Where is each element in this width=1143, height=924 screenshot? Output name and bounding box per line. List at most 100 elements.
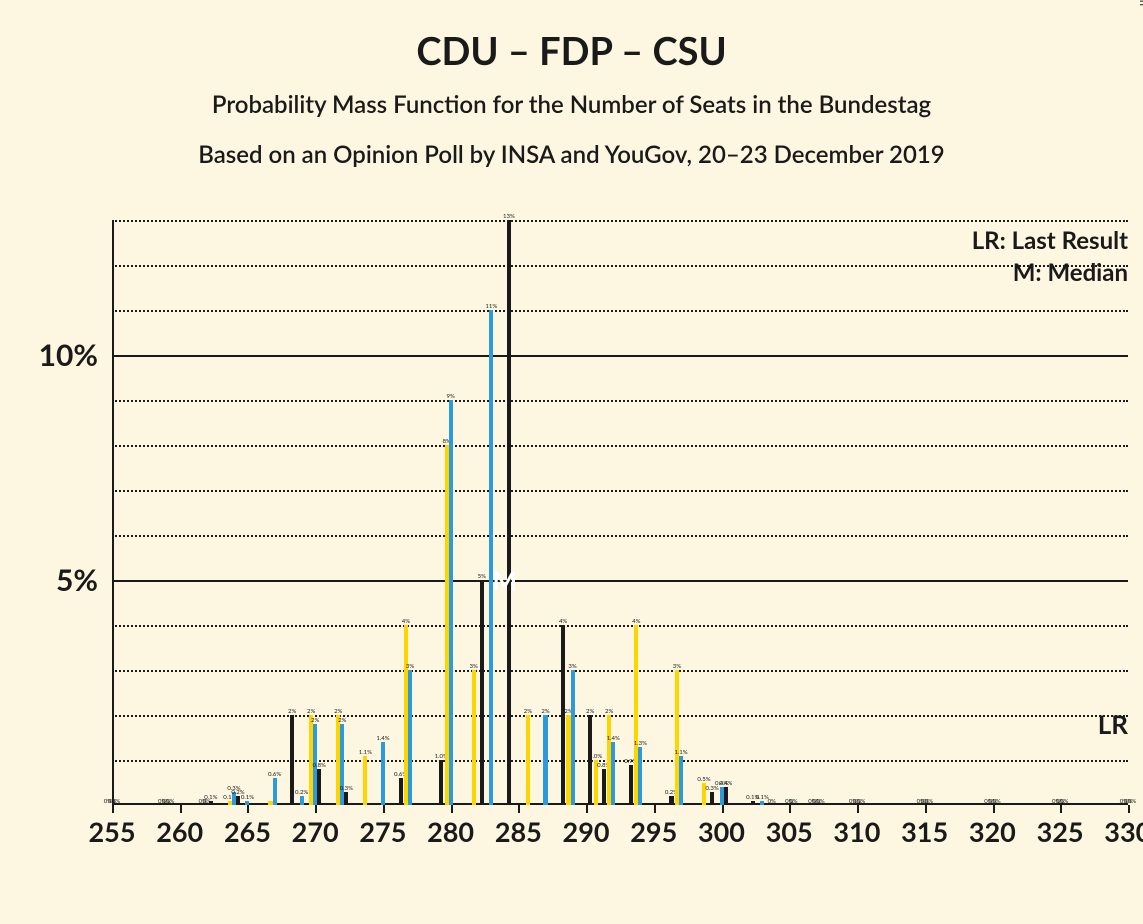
x-tick-label: 310 bbox=[823, 815, 891, 848]
plot-area: 5%10% 0%0%0%0%0%0%0%0%0.1%0.1%0.3%0.2%0.… bbox=[112, 220, 1128, 805]
x-axis-labels: 2552602652702752802852902953003053103153… bbox=[112, 815, 1128, 848]
bar-value-label: 0% bbox=[816, 798, 824, 805]
bar-series-2: 0.8% bbox=[317, 769, 321, 805]
bar-value-label: 1.1% bbox=[359, 749, 372, 756]
x-tick-label: 255 bbox=[78, 815, 146, 848]
bar-series-1: 11% bbox=[489, 310, 493, 805]
bar-series-2: 0.2% bbox=[236, 796, 240, 805]
bar-value-label: 0% bbox=[857, 798, 865, 805]
bar-value-label: 0.1% bbox=[204, 794, 217, 801]
bar-series-1: 1.4% bbox=[611, 742, 615, 805]
x-tick-label: 315 bbox=[891, 815, 959, 848]
bar-value-label: 1.0% bbox=[589, 753, 602, 760]
x-tick bbox=[383, 805, 385, 813]
x-tick-label: 260 bbox=[146, 815, 214, 848]
bar-series-1: 0.1% bbox=[245, 801, 249, 806]
bar-series-2: 1.0% bbox=[439, 760, 443, 805]
bar-value-label: 2% bbox=[334, 708, 342, 715]
bar-series-2: 0.1% bbox=[209, 801, 213, 806]
x-tick-label: 270 bbox=[281, 815, 349, 848]
x-tick bbox=[247, 805, 249, 813]
bar-series-1: 3% bbox=[571, 670, 575, 805]
x-tick-label: 280 bbox=[417, 815, 485, 848]
x-tick bbox=[993, 805, 995, 813]
x-tick bbox=[518, 805, 520, 813]
bar-series-0: 2% bbox=[526, 715, 530, 805]
bar-value-label: 1.4% bbox=[376, 735, 389, 742]
bar-value-label: 5% bbox=[478, 573, 486, 580]
bar-value-label: 4% bbox=[559, 618, 567, 625]
bar-value-label: 0.3% bbox=[340, 785, 353, 792]
bar-series-1: 3% bbox=[408, 670, 412, 805]
x-tick bbox=[451, 805, 453, 813]
bar-value-label: 0% bbox=[768, 798, 776, 805]
bar-value-label: 0.4% bbox=[719, 780, 732, 787]
bar-value-label: 4% bbox=[402, 618, 410, 625]
x-tick bbox=[1060, 805, 1062, 813]
chart-subtitle-2: Based on an Opinion Poll by INSA and You… bbox=[0, 140, 1143, 169]
bar-series-2: 4% bbox=[561, 625, 565, 805]
bar-series-1: 0.6% bbox=[273, 778, 277, 805]
bar-value-label: 2% bbox=[586, 708, 594, 715]
x-tick-label: 330 bbox=[1094, 815, 1143, 848]
bar-series-0: 3% bbox=[472, 670, 476, 805]
bar-value-label: 2% bbox=[288, 708, 296, 715]
bar-series-2: 5% bbox=[480, 580, 484, 805]
bar-series-2: 2% bbox=[588, 715, 592, 805]
legend-m: M: Median bbox=[1013, 258, 1128, 287]
x-tick bbox=[112, 805, 114, 813]
bar-series-2: 0.9% bbox=[629, 765, 633, 806]
x-tick-label: 325 bbox=[1026, 815, 1094, 848]
x-tick bbox=[586, 805, 588, 813]
bar-series-2: 13% bbox=[507, 220, 511, 805]
bar-series-1: 0.1% bbox=[760, 801, 764, 806]
x-tick-label: 290 bbox=[552, 815, 620, 848]
bar-series-1: 0.2% bbox=[300, 796, 304, 805]
last-result-marker: LR bbox=[1098, 708, 1128, 740]
bar-value-label: 9% bbox=[447, 393, 455, 400]
chart-canvas: { "title": "CDU – FDP – CSU", "subtitle1… bbox=[0, 0, 1143, 924]
bar-value-label: 2% bbox=[524, 708, 532, 715]
bar-value-label: 0% bbox=[925, 798, 933, 805]
bar-series-1: 9% bbox=[449, 400, 453, 805]
chart-title: CDU – FDP – CSU bbox=[0, 28, 1143, 74]
bar-series-2: 0.8% bbox=[602, 769, 606, 805]
x-tick bbox=[789, 805, 791, 813]
x-tick-label: 305 bbox=[755, 815, 823, 848]
chart-subtitle-1: Probability Mass Function for the Number… bbox=[0, 90, 1143, 119]
x-tick bbox=[1128, 805, 1130, 813]
legend-lr: LR: Last Result bbox=[972, 226, 1128, 255]
x-tick bbox=[857, 805, 859, 813]
bar-value-label: 0% bbox=[1128, 798, 1136, 805]
bar-series-2: 0.3% bbox=[344, 792, 348, 806]
bar-value-label: 2% bbox=[541, 708, 549, 715]
bar-value-label: 0% bbox=[992, 798, 1000, 805]
median-marker: M bbox=[493, 564, 518, 596]
bar-series-1: 1.4% bbox=[381, 742, 385, 805]
bar-series-2: 0.6% bbox=[399, 778, 403, 805]
bar-series-2: 0.1% bbox=[751, 801, 755, 806]
bar-value-label: 4% bbox=[632, 618, 640, 625]
bar-value-label: 1.4% bbox=[607, 735, 620, 742]
bar-series-1: 2% bbox=[543, 715, 547, 805]
x-tick bbox=[180, 805, 182, 813]
bar-value-label: 11% bbox=[485, 303, 497, 310]
x-tick bbox=[722, 805, 724, 813]
bar-value-label: 3% bbox=[406, 663, 414, 670]
x-tick bbox=[925, 805, 927, 813]
bar-value-label: 0% bbox=[112, 798, 120, 805]
bar-value-label: 13% bbox=[503, 213, 515, 220]
bar-value-label: 0.1% bbox=[241, 794, 254, 801]
bar-series-2: 0.2% bbox=[669, 796, 673, 805]
bar-series-2: 0.4% bbox=[724, 787, 728, 805]
bar-value-label: 0% bbox=[789, 798, 797, 805]
bar-value-label: 0.2% bbox=[295, 789, 308, 796]
y-tick-label: 10% bbox=[39, 337, 98, 373]
bar-value-label: 2% bbox=[311, 717, 319, 724]
bar-series-2: 0.3% bbox=[710, 792, 714, 806]
y-tick-label: 5% bbox=[56, 562, 98, 598]
copyright-text: © 2021 Filip van Laenen bbox=[1137, 0, 1143, 6]
bar-value-label: 2% bbox=[307, 708, 315, 715]
bar-value-label: 3% bbox=[470, 663, 478, 670]
bar-series-2: 2% bbox=[290, 715, 294, 805]
